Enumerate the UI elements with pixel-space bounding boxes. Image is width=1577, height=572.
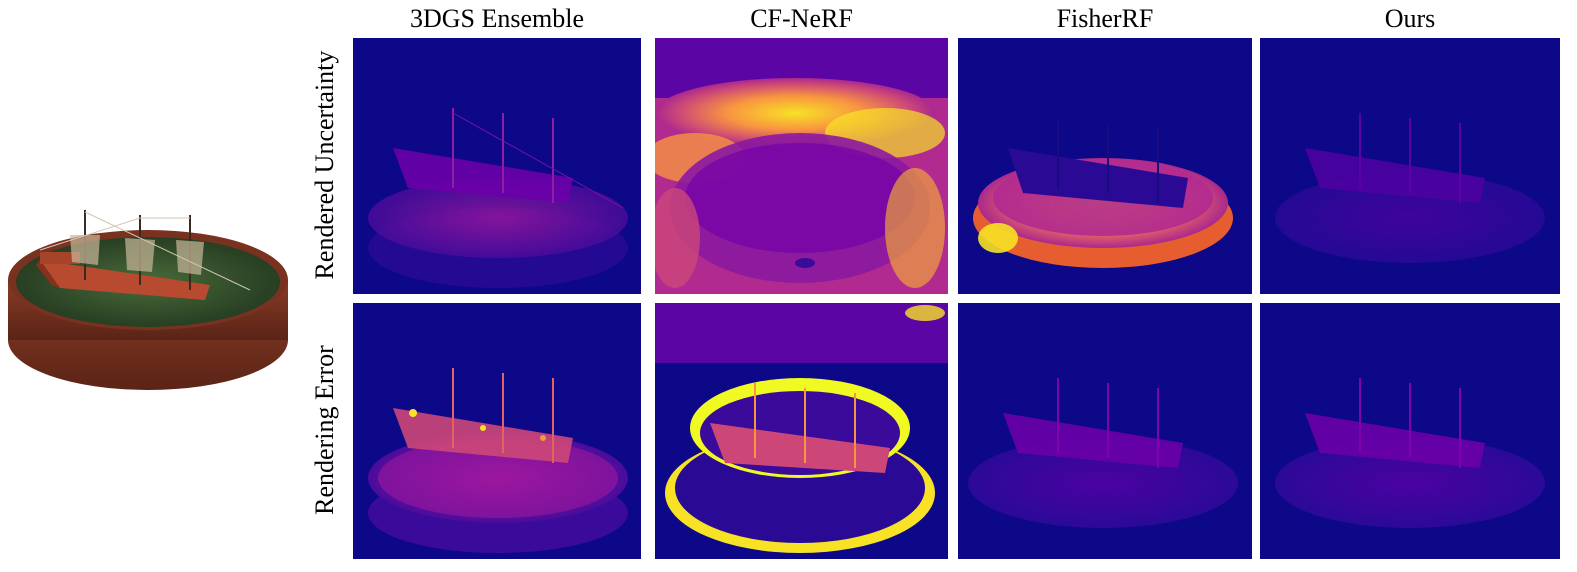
error-map-3dgs-ensemble	[353, 303, 641, 559]
uncertainty-map-fisherrf	[958, 38, 1252, 294]
reference-ship-render	[0, 190, 300, 400]
column-header-ours: Ours	[1384, 4, 1436, 33]
column-header-cf-nerf: CF-NeRF	[750, 4, 853, 33]
error-map-cf-nerf	[655, 303, 948, 559]
error-map-ours	[1260, 303, 1560, 559]
column-header-3dgs-ensemble: 3DGS Ensemble	[409, 4, 585, 33]
uncertainty-map-cf-nerf	[655, 38, 948, 294]
column-header-fisherrf: FisherRF	[1056, 4, 1154, 33]
row-label-rendered-uncertainty: Rendered Uncertainty	[310, 50, 339, 280]
row-label-rendering-error: Rendering Error	[310, 345, 339, 515]
uncertainty-map-3dgs-ensemble	[353, 38, 641, 294]
error-map-fisherrf	[958, 303, 1252, 559]
uncertainty-map-ours	[1260, 38, 1560, 294]
